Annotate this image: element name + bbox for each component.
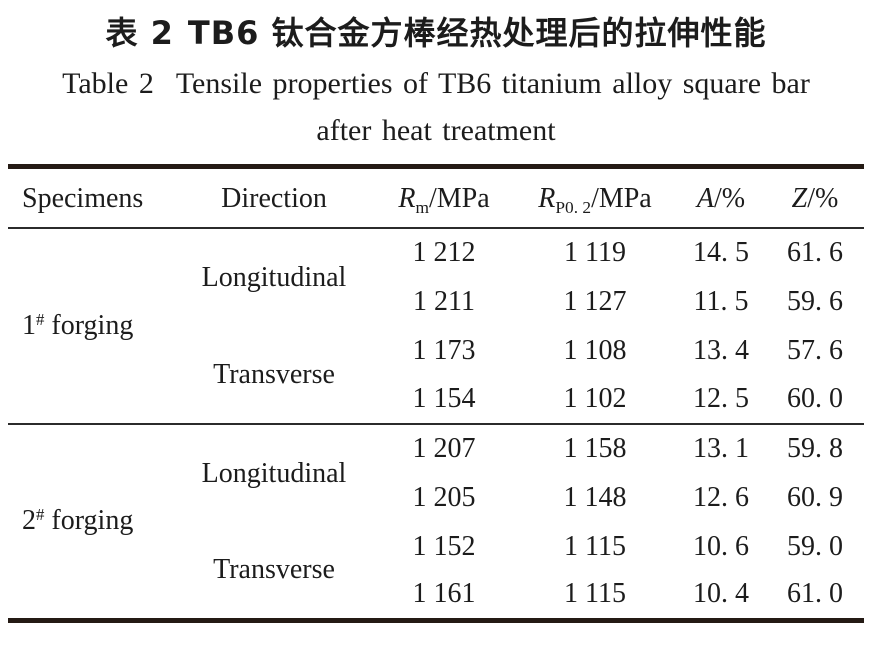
cell-rm: 1 211 bbox=[413, 285, 475, 317]
table-caption-en-line2: after heat treatment bbox=[316, 113, 556, 147]
table-row: 1 205 1 148 12. 6 60. 9 bbox=[8, 473, 864, 522]
direction-cell: Longitudinal bbox=[201, 457, 347, 489]
cell-a: 14. 5 bbox=[693, 237, 749, 269]
direction-cell: Longitudinal bbox=[201, 261, 347, 293]
cell-z: 61. 6 bbox=[787, 237, 843, 269]
table-number-zh: 表 2 bbox=[105, 14, 174, 52]
cell-a: 12. 5 bbox=[693, 383, 749, 415]
table-caption-en: Table 2 Tensile properties of TB6 titaniu… bbox=[0, 65, 872, 103]
rp02-unit: /MPa bbox=[591, 183, 652, 215]
header-elongation: A/% bbox=[676, 167, 766, 229]
direction-cell: Transverse bbox=[213, 553, 335, 585]
table-row: 2# forging Longitudinal 1 207 1 158 13. … bbox=[8, 424, 864, 536]
z-unit: /% bbox=[807, 183, 839, 215]
cell-z: 57. 6 bbox=[787, 334, 843, 366]
cell-rp02: 1 119 bbox=[564, 237, 626, 269]
cell-z: 59. 0 bbox=[787, 530, 843, 562]
cell-z: 59. 6 bbox=[787, 285, 843, 317]
table-title-en: Tensile properties of TB6 titanium alloy… bbox=[175, 67, 810, 101]
cell-rm: 1 152 bbox=[412, 530, 476, 562]
cell-rm: 1 205 bbox=[412, 481, 476, 513]
header-rm: Rm/MPa bbox=[374, 167, 514, 229]
cell-rm: 1 207 bbox=[412, 433, 476, 465]
specimen-word: forging bbox=[51, 310, 134, 342]
table-row: Transverse 1 152 1 115 10. 6 59. 0 bbox=[8, 522, 864, 585]
rm-unit: /MPa bbox=[428, 183, 490, 215]
cell-a: 10. 6 bbox=[693, 530, 749, 562]
cell-rp02: 1 102 bbox=[563, 383, 627, 415]
specimen-hash: # bbox=[36, 505, 45, 525]
table-title-zh: TB6 钛合金方棒经热处理后的拉伸性能 bbox=[187, 14, 767, 52]
specimen-cell-1: 1# forging bbox=[8, 228, 174, 424]
cell-rp02: 1 127 bbox=[563, 285, 627, 317]
cell-a: 13. 4 bbox=[693, 334, 749, 366]
rp02-subscript: P0. 2 bbox=[555, 198, 592, 218]
header-direction: Direction bbox=[221, 183, 327, 215]
cell-rp02: 1 115 bbox=[564, 530, 626, 562]
cell-a: 11. 5 bbox=[693, 285, 749, 317]
specimen-word: forging bbox=[51, 505, 134, 537]
cell-z: 59. 8 bbox=[787, 433, 843, 465]
z-symbol: Z bbox=[791, 183, 808, 215]
specimen-number: 1 bbox=[22, 310, 36, 342]
table-row: 1 211 1 127 11. 5 59. 6 bbox=[8, 277, 864, 326]
cell-rp02: 1 115 bbox=[564, 578, 626, 610]
tensile-properties-table: Specimens Direction Rm/MPa RP0. 2/MPa A/… bbox=[8, 164, 864, 623]
header-specimens: Specimens bbox=[22, 183, 144, 215]
table-row: Transverse 1 173 1 108 13. 4 57. 6 bbox=[8, 326, 864, 390]
rp02-symbol: R bbox=[538, 183, 556, 215]
rm-symbol: R bbox=[398, 183, 416, 215]
cell-rp02: 1 158 bbox=[563, 433, 627, 465]
header-reduction: Z/% bbox=[766, 167, 864, 229]
cell-z: 61. 0 bbox=[787, 578, 843, 610]
specimen-cell-2: 2# forging bbox=[8, 424, 174, 620]
a-symbol: A bbox=[696, 183, 714, 215]
cell-z: 60. 0 bbox=[787, 383, 843, 415]
cell-a: 12. 6 bbox=[693, 481, 749, 513]
cell-rp02: 1 108 bbox=[563, 334, 627, 366]
cell-a: 10. 4 bbox=[693, 578, 749, 610]
cell-rm: 1 154 bbox=[412, 383, 476, 415]
table-row: 1# forging Longitudinal 1 212 1 119 14. … bbox=[8, 228, 864, 341]
cell-rm: 1 173 bbox=[412, 334, 476, 366]
direction-cell: Transverse bbox=[213, 358, 335, 390]
table-number-en: Table 2 bbox=[62, 67, 154, 101]
specimen-number: 2 bbox=[22, 505, 36, 537]
table-row: 1 161 1 115 10. 4 61. 0 bbox=[8, 571, 864, 620]
header-rp02: RP0. 2/MPa bbox=[514, 167, 676, 229]
cell-rp02: 1 148 bbox=[563, 481, 627, 513]
a-unit: /% bbox=[714, 183, 746, 215]
table-row: 1 154 1 102 12. 5 60. 0 bbox=[8, 375, 864, 424]
cell-rm: 1 161 bbox=[412, 578, 476, 610]
cell-rm: 1 212 bbox=[412, 237, 476, 269]
rm-subscript: m bbox=[415, 198, 429, 218]
header-row: Specimens Direction Rm/MPa RP0. 2/MPa A/… bbox=[8, 167, 864, 229]
cell-a: 13. 1 bbox=[693, 433, 749, 465]
table-caption-zh: 表 2 TB6 钛合金方棒经热处理后的拉伸性能 bbox=[0, 0, 872, 55]
cell-z: 60. 9 bbox=[787, 481, 843, 513]
specimen-hash: # bbox=[36, 309, 45, 329]
